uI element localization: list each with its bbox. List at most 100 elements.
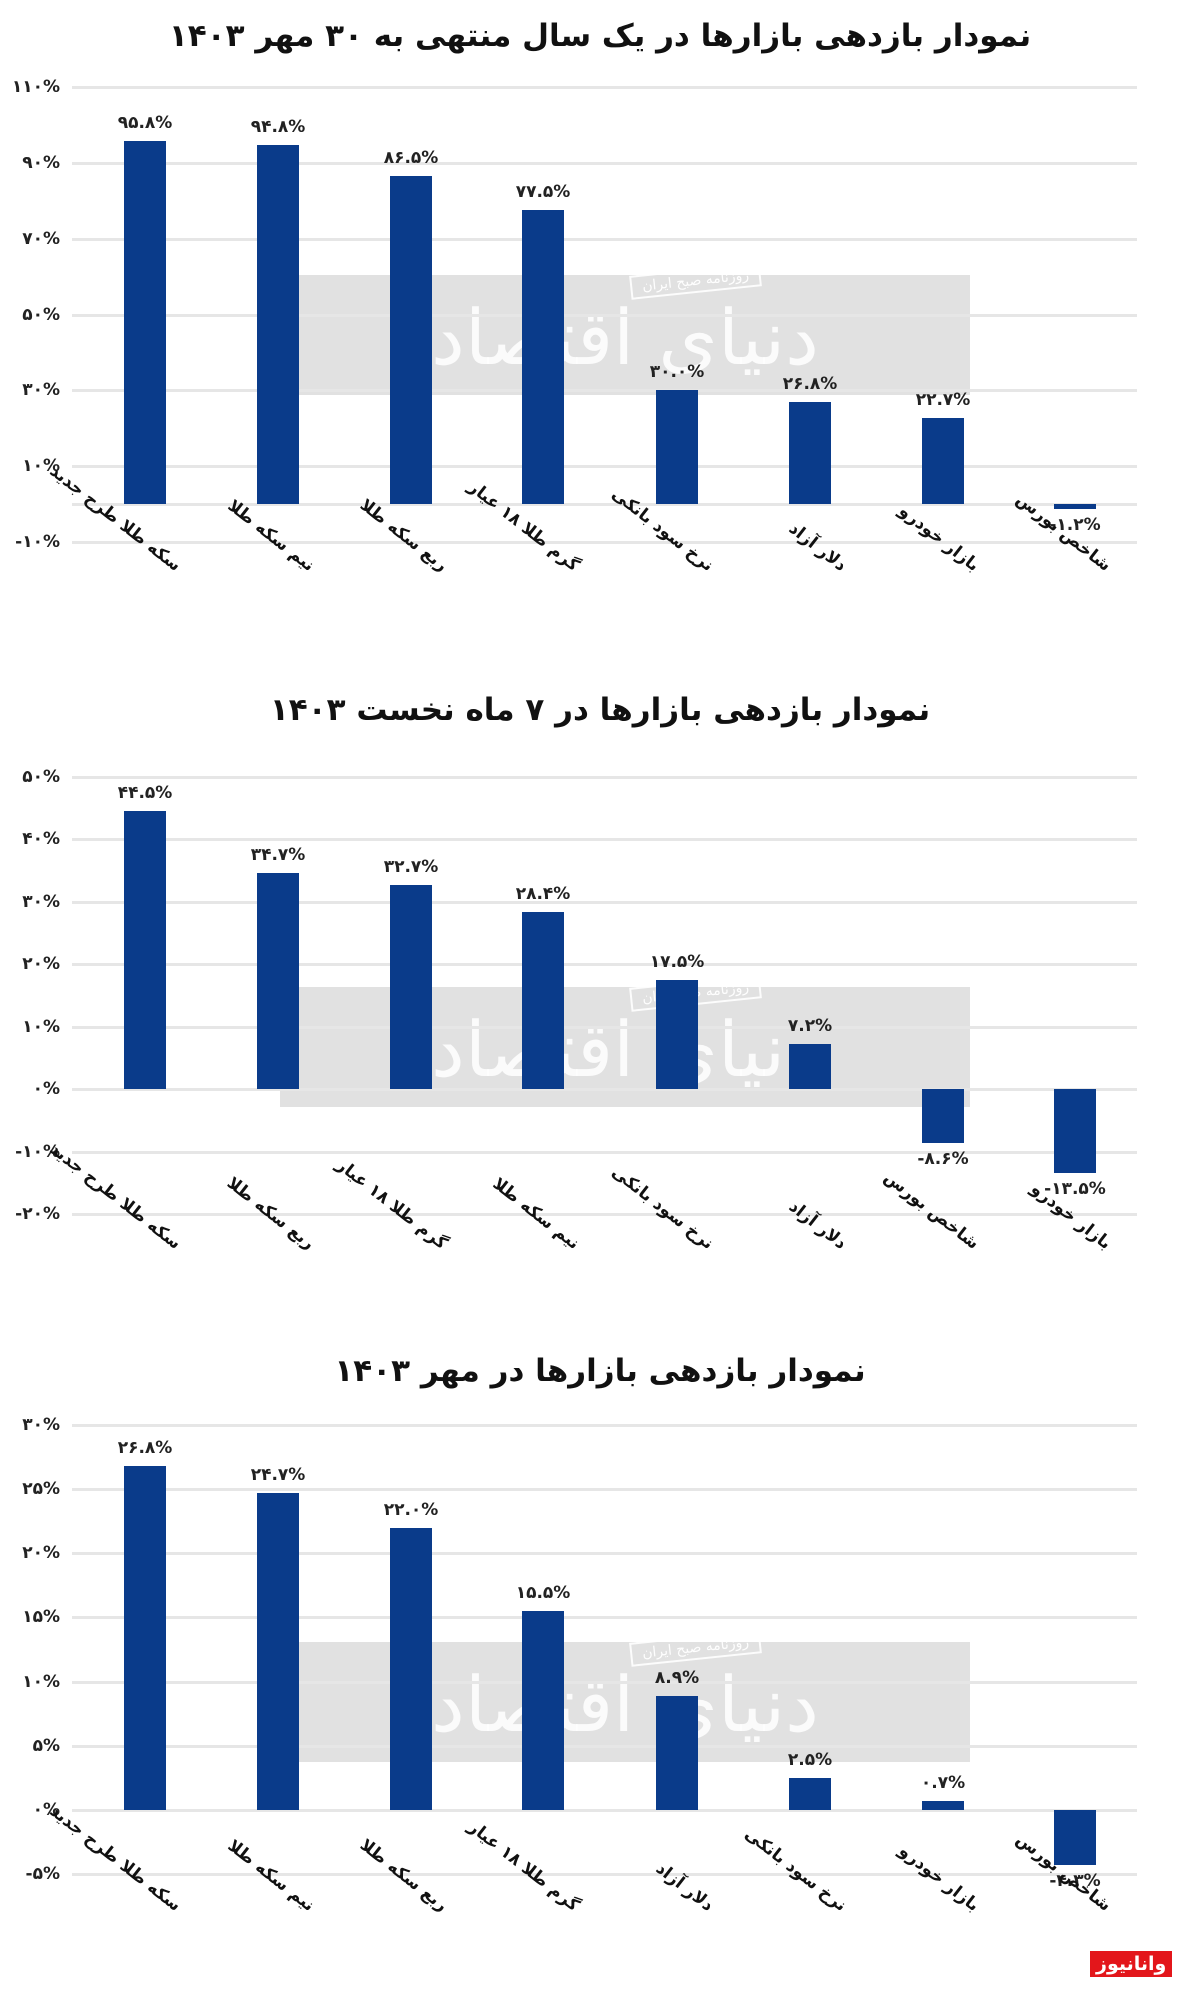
- bar: [124, 1466, 166, 1810]
- zero-baseline: [72, 503, 1137, 507]
- value-label: ۲۶.۸%: [117, 1438, 173, 1459]
- category-label: بازار خودرو: [894, 1840, 983, 1916]
- y-axis-tick: ۵%: [32, 1735, 60, 1756]
- bar: [522, 1611, 564, 1810]
- y-axis-tick: ۱۱۰%: [11, 77, 60, 97]
- value-label: ۴۴.۵%: [117, 783, 173, 804]
- bar: [124, 140, 166, 505]
- bar: [1054, 1089, 1096, 1174]
- bar: [1054, 504, 1096, 509]
- value-label: ۳۴.۷%: [250, 844, 306, 865]
- value-label: -۴.۳%: [1049, 1871, 1101, 1892]
- category-label: دلار آزاد: [784, 1196, 850, 1254]
- y-axis-tick: ۰%: [32, 1079, 60, 1100]
- value-label: ۲۸.۴%: [515, 883, 571, 904]
- value-label: ۲۲.۷%: [915, 390, 971, 410]
- value-label: ۸۶.۵%: [383, 148, 439, 169]
- gridline: [72, 1488, 1137, 1492]
- chart-title: نمودار بازدهی بازارها در ۷ ماه نخست ۱۴۰۳: [269, 692, 931, 728]
- bar: [789, 1777, 831, 1810]
- gridline: [72, 1616, 1137, 1620]
- bar: [656, 390, 698, 505]
- bar: [124, 811, 166, 1090]
- bar: [390, 1527, 432, 1810]
- category-label: دلار آزاد: [651, 1858, 717, 1916]
- y-axis-tick: -۵%: [25, 1864, 60, 1884]
- category-label: شاخص بورس: [880, 1167, 983, 1254]
- bar: [656, 1695, 698, 1810]
- y-axis-tick: ۳۰%: [22, 1415, 60, 1435]
- y-axis-tick: ۱۵%: [22, 1607, 60, 1628]
- value-label: -۱.۲%: [1049, 514, 1101, 535]
- gridline: [72, 1150, 1137, 1154]
- value-label: ۹۴.۸%: [250, 116, 306, 137]
- value-label: -۸.۶%: [917, 1148, 969, 1169]
- chart-title: نمودار بازدهی بازارها در مهر ۱۴۰۳: [334, 1353, 866, 1389]
- gridline: [72, 389, 1137, 393]
- value-label: ۱۵.۵%: [515, 1583, 571, 1603]
- bar: [789, 1044, 831, 1090]
- category-label: بازار خودرو: [894, 500, 983, 576]
- gridline: [72, 1808, 1137, 1812]
- y-axis-tick: ۴۰%: [22, 829, 60, 850]
- gridline: [72, 161, 1137, 165]
- bar: [390, 176, 432, 505]
- gridline: [72, 465, 1137, 469]
- y-axis-tick: ۹۰%: [22, 152, 60, 173]
- value-label: ۲۶.۸%: [782, 374, 838, 395]
- category-label: نیم سکه طلا: [223, 495, 318, 576]
- y-axis-tick: ۱۰%: [22, 456, 60, 477]
- bar: [257, 872, 299, 1090]
- value-label: ۹۵.۸%: [117, 112, 173, 133]
- bar: [922, 1089, 964, 1143]
- gridline: [72, 776, 1137, 779]
- y-axis-tick: -۲۰%: [15, 1204, 60, 1224]
- y-axis-tick: ۲۰%: [22, 954, 60, 975]
- value-label: ۸.۹%: [654, 1667, 700, 1688]
- gridline: [72, 541, 1137, 544]
- category-label: سکه طلا طرح جدید: [46, 1139, 185, 1254]
- value-label: ۷۷.۵%: [515, 182, 571, 203]
- bar: [257, 1492, 299, 1810]
- y-axis-tick: ۷۰%: [22, 228, 60, 249]
- gridline: [72, 237, 1137, 241]
- gridline: [72, 1025, 1137, 1029]
- y-axis-tick: ۰%: [32, 1799, 60, 1820]
- bar: [522, 911, 564, 1090]
- gridline: [72, 86, 1137, 89]
- y-axis-tick: -۱۰%: [15, 532, 60, 552]
- category-label: نرخ سود بانکی: [740, 1824, 850, 1916]
- gridline: [72, 1424, 1137, 1427]
- gridline: [72, 900, 1137, 904]
- category-label: گرم طلا ۱۸ عیار: [332, 1154, 451, 1254]
- bar: [789, 402, 831, 505]
- y-axis-tick: ۲۵%: [22, 1479, 60, 1500]
- value-label: ۲۴.۷%: [250, 1464, 306, 1485]
- y-axis-tick: ۳۰%: [22, 380, 60, 401]
- value-label: ۲.۵%: [787, 1749, 833, 1770]
- y-axis-tick: ۱۰%: [22, 1671, 60, 1692]
- y-axis-tick: -۱۰%: [15, 1141, 60, 1162]
- value-label: ۲۲.۰%: [383, 1499, 439, 1520]
- watermark-text: دنیای اقتصاد: [430, 1659, 819, 1749]
- y-axis-tick: ۳۰%: [22, 891, 60, 912]
- category-label: ربع سکه طلا: [355, 495, 451, 576]
- y-axis-tick: ۱۰%: [22, 1016, 60, 1037]
- chart-title: نمودار بازدهی بازارها در یک سال منتهی به…: [168, 18, 1032, 54]
- gridline: [72, 1088, 1137, 1092]
- gridline: [72, 838, 1137, 842]
- watermark-text: دنیای اقتصاد: [430, 1004, 819, 1094]
- gridline: [72, 1744, 1137, 1748]
- value-label: ۱۷.۵%: [649, 951, 705, 972]
- gridline: [72, 1873, 1137, 1876]
- y-axis-tick: ۵۰%: [22, 767, 60, 787]
- category-label: گرم طلا ۱۸ عیار: [464, 1816, 583, 1916]
- bar: [922, 418, 964, 505]
- bar: [390, 885, 432, 1090]
- bar: [656, 979, 698, 1090]
- value-label: ۷.۲%: [787, 1016, 833, 1037]
- gridline: [72, 1552, 1137, 1556]
- gridline: [72, 313, 1137, 317]
- bar: [522, 210, 564, 505]
